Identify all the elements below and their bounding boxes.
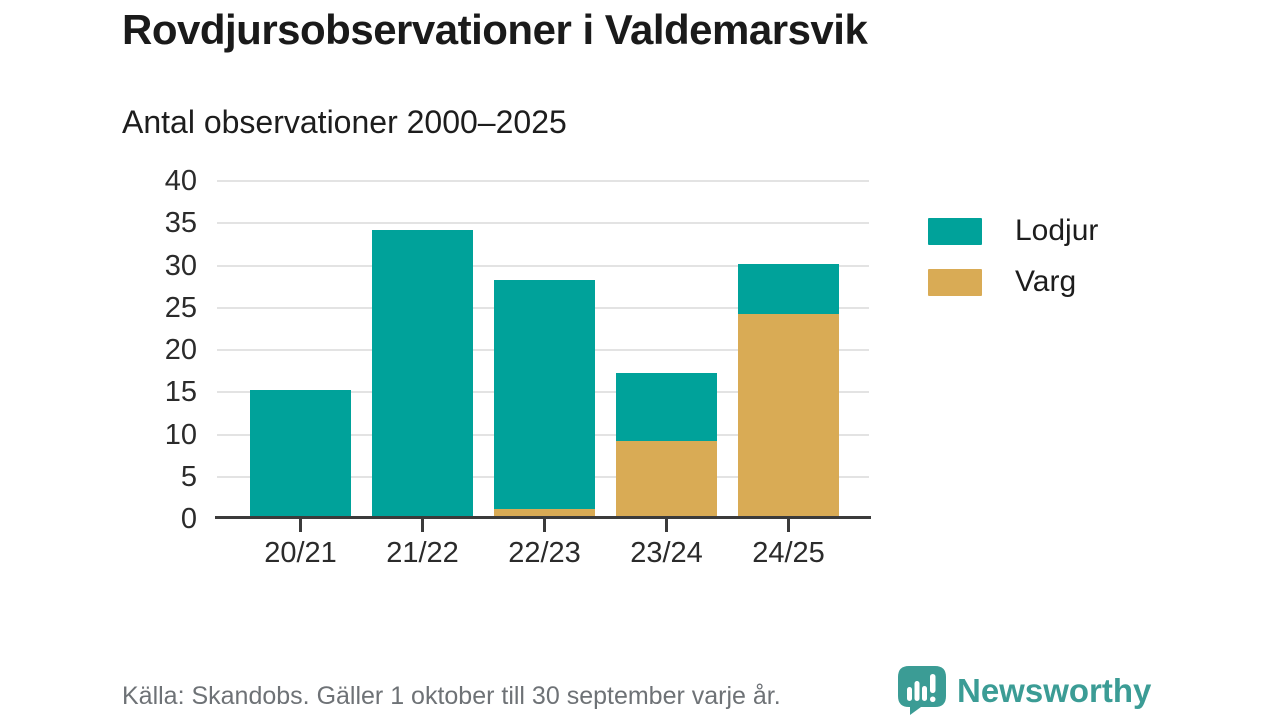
y-axis-tick-label: 25 bbox=[164, 291, 197, 324]
legend-swatch bbox=[928, 268, 982, 296]
chart-subtitle: Antal observationer 2000–2025 bbox=[122, 104, 567, 140]
x-axis-tick-label: 24/25 bbox=[752, 537, 825, 569]
gridline bbox=[217, 264, 869, 267]
newsworthy-logo-icon bbox=[898, 666, 946, 715]
x-axis-line bbox=[215, 516, 871, 519]
x-axis-tick-label: 23/24 bbox=[630, 537, 703, 569]
legend-row: Varg bbox=[928, 265, 1098, 299]
page-title: Rovdjursobservationer i Valdemarsvik bbox=[122, 6, 868, 53]
brand-lockup: Newsworthy bbox=[897, 665, 1151, 716]
x-axis-tick-label: 20/21 bbox=[264, 537, 337, 569]
bar-segment-varg bbox=[616, 440, 717, 517]
x-axis-tick-label: 22/23 bbox=[508, 537, 581, 569]
bar-segment-lodjur bbox=[372, 229, 473, 517]
y-axis-tick-label: 30 bbox=[164, 249, 197, 282]
legend-label: Varg bbox=[1015, 265, 1077, 298]
y-axis-tick-label: 0 bbox=[180, 503, 197, 535]
x-axis-tick bbox=[421, 519, 424, 532]
plot-area bbox=[215, 180, 871, 532]
legend-row: Lodjur bbox=[928, 214, 1098, 248]
y-axis-tick-label: 10 bbox=[164, 418, 197, 451]
x-axis-tick bbox=[665, 519, 668, 532]
y-axis-tick-label: 20 bbox=[164, 334, 197, 366]
x-axis-tick bbox=[543, 519, 546, 532]
bar-segment-lodjur bbox=[616, 373, 717, 441]
source-note: Källa: Skandobs. Gäller 1 oktober till 3… bbox=[122, 682, 781, 710]
y-axis-tick-label: 35 bbox=[164, 207, 197, 240]
y-axis-labels: 0 5 10 15 20 25 30 35 40 bbox=[0, 165, 197, 535]
y-axis-tick-label: 5 bbox=[180, 460, 197, 493]
gridline bbox=[217, 180, 869, 182]
bar-segment-lodjur bbox=[250, 390, 351, 517]
x-axis-labels: 20/21 21/22 22/23 23/24 24/25 bbox=[217, 537, 869, 577]
y-axis-tick-label: 15 bbox=[164, 376, 197, 409]
x-axis-tick bbox=[299, 519, 302, 532]
legend-swatch bbox=[928, 217, 982, 245]
gridline bbox=[217, 222, 869, 225]
x-axis-tick bbox=[787, 519, 790, 532]
chart-legend: Lodjur Varg bbox=[928, 214, 1098, 299]
x-axis-tick-label: 21/22 bbox=[386, 537, 459, 569]
bar-segment-lodjur bbox=[494, 280, 595, 509]
bar-segment-varg bbox=[494, 508, 595, 517]
brand-name: Newsworthy bbox=[957, 671, 1152, 709]
bar-segment-lodjur bbox=[738, 263, 839, 315]
y-axis-tick-label: 40 bbox=[164, 165, 197, 197]
bar-segment-varg bbox=[738, 314, 839, 517]
legend-label: Lodjur bbox=[1015, 214, 1099, 247]
